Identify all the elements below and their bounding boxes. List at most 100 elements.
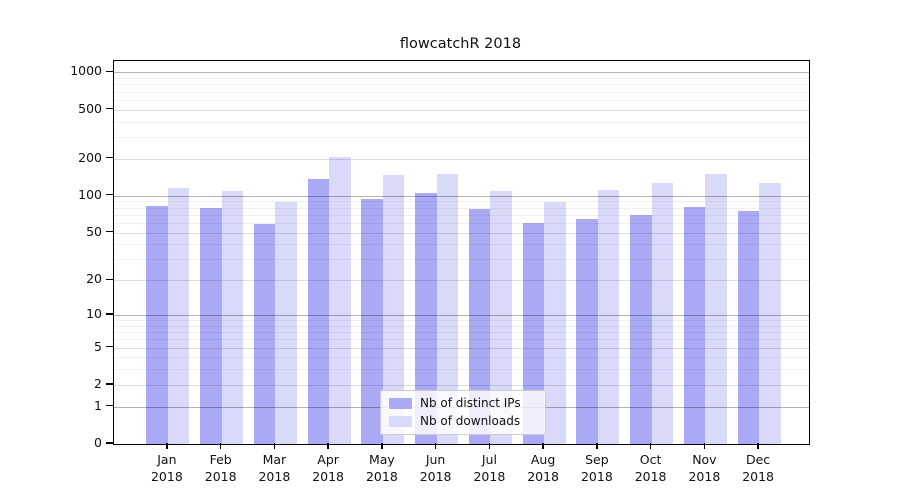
x-tick: [703, 443, 706, 449]
x-tick-label: Sep 2018: [580, 452, 613, 484]
x-tick-label: Oct 2018: [634, 452, 667, 484]
bar-downloads: [490, 190, 512, 444]
gridline: [114, 84, 809, 86]
gridline: [114, 137, 809, 138]
gridline: [114, 214, 809, 216]
gridline: [114, 244, 809, 246]
gridline: [114, 339, 809, 341]
y-tick: [106, 70, 113, 72]
y-tick-label: 1000: [70, 63, 102, 79]
gridline: [114, 384, 809, 386]
legend-item-distinct-ips: Nb of distinct IPs: [389, 396, 537, 410]
x-tick-label: Dec 2018: [742, 452, 774, 484]
gridline: [114, 91, 809, 93]
legend: Nb of distinct IPs Nb of downloads: [380, 390, 546, 435]
bar-downloads: [382, 174, 405, 444]
bar-distinct-ips: [146, 205, 168, 444]
bar-downloads: [544, 201, 566, 444]
bar-distinct-ips: [415, 193, 437, 444]
bar-distinct-ips: [200, 207, 222, 444]
gridline: [114, 121, 809, 123]
y-tick-label: 0: [94, 435, 102, 450]
bar-downloads: [167, 188, 190, 444]
y-tick-label: 20: [86, 271, 102, 287]
x-tick-label: Apr 2018: [312, 452, 344, 484]
gridline: [114, 357, 809, 359]
gridline: [114, 347, 809, 349]
legend-swatch-downloads-icon: [389, 415, 412, 427]
x-tick: [649, 443, 652, 449]
x-tick-label: Aug 2018: [527, 452, 559, 484]
gridline: [114, 207, 809, 209]
y-tick: [106, 442, 113, 444]
x-tick: [220, 443, 222, 449]
gridline: [114, 280, 809, 282]
bar-downloads: [705, 174, 727, 444]
bar-distinct-ips: [468, 208, 491, 444]
x-tick: [488, 443, 491, 449]
plot-area: Nb of distinct IPs Nb of downloads: [113, 60, 810, 445]
gridline: [114, 222, 809, 224]
gridline: [114, 259, 809, 261]
bar-downloads: [759, 182, 781, 444]
gridline: [114, 332, 809, 334]
y-tick: [106, 157, 113, 159]
y-tick-label: 10: [86, 306, 102, 321]
gridline: [114, 315, 809, 316]
bar-distinct-ips: [361, 199, 383, 444]
y-tick: [106, 313, 113, 315]
y-tick: [106, 345, 113, 348]
gridline: [114, 320, 809, 322]
x-tick: [166, 443, 168, 449]
bar-downloads: [221, 190, 244, 444]
gridline: [114, 232, 809, 234]
x-tick: [542, 443, 544, 449]
gridline: [114, 201, 809, 203]
y-tick: [106, 194, 113, 196]
chart-title: flowcatchR 2018: [399, 36, 522, 52]
x-tick-label: Jun 2018: [419, 452, 452, 484]
x-tick: [596, 443, 598, 449]
x-tick: [434, 443, 437, 449]
y-tick: [106, 230, 113, 233]
y-tick: [106, 383, 113, 385]
x-tick-label: Jul 2018: [473, 452, 506, 484]
y-tick-label: 5: [94, 338, 102, 354]
bar-distinct-ips: [576, 218, 598, 444]
bar-distinct-ips: [683, 206, 706, 444]
gridline: [114, 99, 809, 101]
x-tick-label: Mar 2018: [258, 452, 291, 484]
gridline: [114, 369, 809, 371]
y-tick-label: 500: [78, 100, 102, 116]
legend-label-downloads: Nb of downloads: [420, 414, 521, 428]
bar-distinct-ips: [630, 214, 652, 444]
gridline: [114, 72, 809, 74]
gridline: [114, 78, 809, 79]
y-tick: [106, 107, 113, 110]
x-tick: [757, 443, 759, 449]
legend-item-downloads: Nb of downloads: [389, 414, 537, 428]
x-tick: [273, 443, 276, 449]
x-tick: [327, 443, 329, 449]
legend-swatch-distinct-ips-icon: [389, 397, 412, 409]
bar-downloads: [436, 173, 459, 444]
x-tick-label: Nov 2018: [688, 452, 721, 484]
bar-downloads: [275, 201, 297, 444]
legend-label-distinct-ips: Nb of distinct IPs: [420, 396, 521, 410]
y-tick-label: 50: [86, 223, 102, 239]
bar-downloads: [597, 189, 620, 444]
x-tick: [381, 443, 383, 449]
x-tick-label: Feb 2018: [204, 452, 237, 484]
gridline: [114, 195, 809, 197]
y-tick-label: 1: [94, 397, 102, 413]
bar-distinct-ips: [253, 223, 276, 444]
x-tick-label: May 2018: [365, 452, 398, 484]
y-tick-label: 200: [78, 149, 102, 165]
bar-distinct-ips: [307, 179, 330, 444]
bar-distinct-ips: [522, 222, 545, 444]
bar-distinct-ips: [737, 211, 760, 444]
y-tick-label: 2: [94, 375, 102, 391]
gridline: [114, 325, 809, 327]
bar-downloads: [651, 183, 674, 444]
